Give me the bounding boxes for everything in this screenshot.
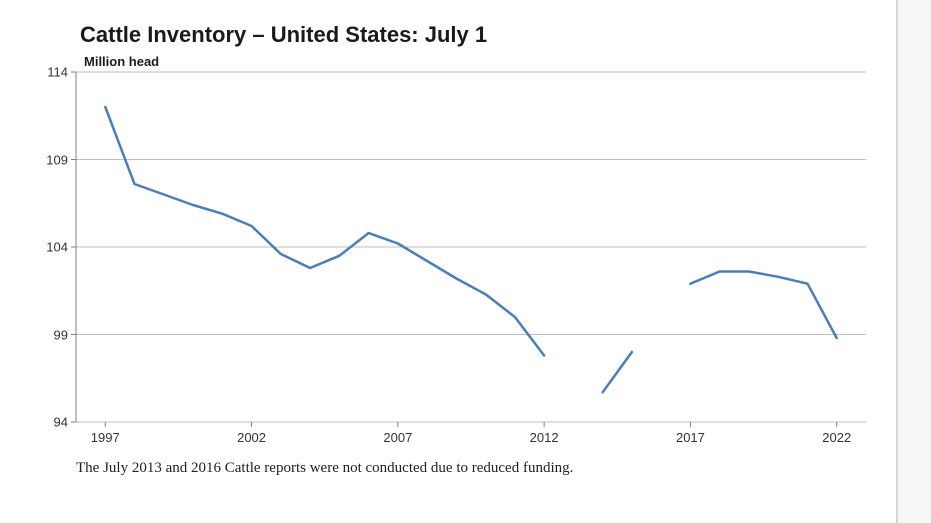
line-chart-svg [76, 72, 866, 422]
x-tick-label: 2002 [237, 430, 266, 445]
y-tick-label: 94 [28, 415, 68, 430]
y-tick-label: 114 [28, 65, 68, 80]
y-tick-label: 109 [28, 152, 68, 167]
y-tick-label: 104 [28, 240, 68, 255]
chart-footnote: The July 2013 and 2016 Cattle reports we… [76, 460, 573, 477]
chart-title: Cattle Inventory – United States: July 1 [80, 22, 866, 48]
y-tick-label: 99 [28, 327, 68, 342]
y-axis-label: Million head [84, 54, 866, 69]
x-tick-label: 2017 [676, 430, 705, 445]
x-tick-label: 2022 [822, 430, 851, 445]
chart-page: Cattle Inventory – United States: July 1… [0, 0, 898, 523]
chart-area [76, 72, 866, 472]
x-tick-label: 2007 [383, 430, 412, 445]
x-tick-label: 2012 [530, 430, 559, 445]
x-tick-label: 1997 [91, 430, 120, 445]
